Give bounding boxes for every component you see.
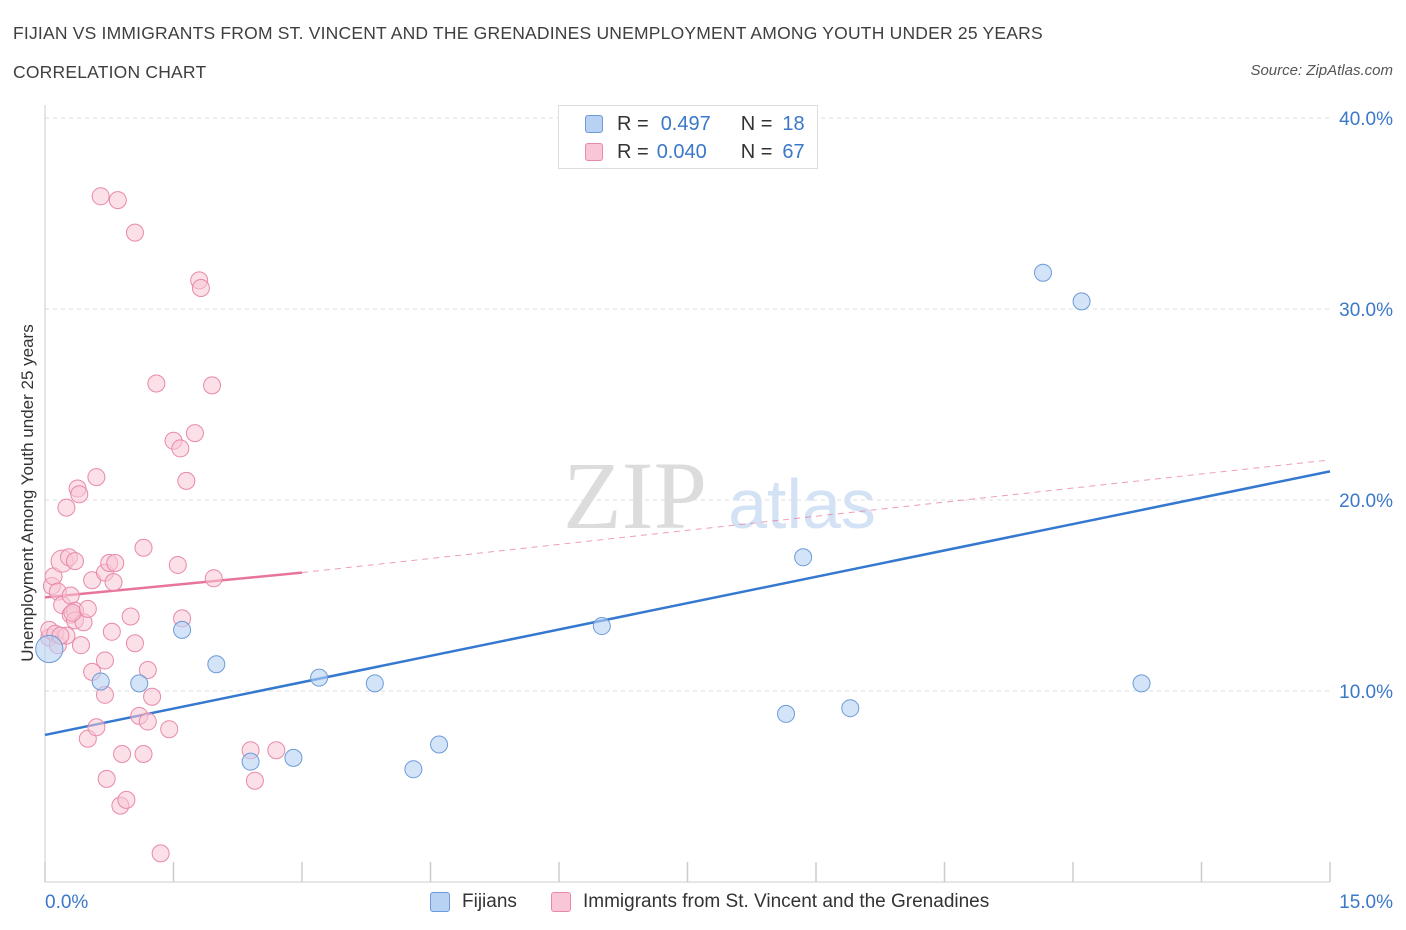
point-immigrants xyxy=(63,603,82,622)
point-immigrants xyxy=(113,745,132,764)
n-label: N = xyxy=(740,140,773,163)
point-fijians xyxy=(310,668,329,687)
tick-labels: 10.0% 20.0% 30.0% 40.0% 0.0% 15.0% xyxy=(45,109,1393,913)
x-tick-label-min: 0.0% xyxy=(45,892,88,913)
point-immigrants xyxy=(138,712,157,731)
point-immigrants xyxy=(147,374,166,393)
legend-label-immigrants: Immigrants from St. Vincent and the Gren… xyxy=(583,891,990,912)
point-fijians xyxy=(1034,263,1053,282)
point-fijians xyxy=(841,699,860,718)
point-fijians xyxy=(130,674,149,693)
point-immigrants xyxy=(134,538,153,557)
point-immigrants xyxy=(168,555,187,574)
point-fijians xyxy=(35,634,64,664)
y-tick-label: 40.0% xyxy=(1339,109,1393,130)
legend-item-fijians: Fijians xyxy=(430,889,517,915)
point-fijians xyxy=(365,674,384,693)
watermark-zip: ZIP xyxy=(563,442,707,549)
r-label: R = xyxy=(617,140,649,163)
point-immigrants xyxy=(104,573,123,592)
point-fijians xyxy=(91,672,110,691)
data-points xyxy=(35,187,1151,863)
point-immigrants xyxy=(151,844,170,863)
legend-swatch-immigrants xyxy=(551,892,571,912)
point-fijians xyxy=(430,735,449,754)
series-legend: Fijians Immigrants from St. Vincent and … xyxy=(0,889,1406,915)
correlation-legend: R = 0.497 N = 18 R = 0.040 N = 67 xyxy=(558,105,818,169)
point-fijians xyxy=(1132,674,1151,693)
point-fijians xyxy=(777,704,796,723)
trend-line-immigrants-extension xyxy=(301,459,1331,574)
point-immigrants xyxy=(267,741,286,760)
point-immigrants xyxy=(177,471,196,490)
point-immigrants xyxy=(138,660,157,679)
point-immigrants xyxy=(204,569,223,588)
point-immigrants xyxy=(87,718,106,737)
point-immigrants xyxy=(91,187,110,206)
y-tick-label: 10.0% xyxy=(1339,682,1393,703)
point-fijians xyxy=(592,617,611,636)
y-axis-label: Unemployment Among Youth under 25 years xyxy=(18,324,37,661)
point-immigrants xyxy=(117,790,136,809)
legend-row-immigrants: R = 0.040 N = 67 xyxy=(585,140,805,164)
point-immigrants xyxy=(71,636,90,655)
r-value-immigrants: 0.040 xyxy=(656,140,707,163)
watermark: ZIP atlas xyxy=(563,442,876,549)
y-tick-label: 20.0% xyxy=(1339,491,1393,512)
point-immigrants xyxy=(185,424,204,443)
r-label: R = xyxy=(617,112,649,135)
grid-lines xyxy=(45,117,1330,692)
source-label: Source: ZipAtlas.com xyxy=(1250,62,1393,79)
point-immigrants xyxy=(171,439,190,458)
point-immigrants xyxy=(70,485,89,504)
trend-lines xyxy=(44,459,1331,737)
point-immigrants xyxy=(245,771,264,790)
point-fijians xyxy=(284,748,303,767)
point-immigrants xyxy=(143,687,162,706)
point-immigrants xyxy=(78,599,97,618)
point-immigrants xyxy=(125,223,144,242)
point-immigrants xyxy=(102,622,121,641)
point-immigrants xyxy=(106,554,125,573)
point-immigrants xyxy=(61,586,80,605)
n-value-fijians: 18 xyxy=(782,112,805,135)
point-fijians xyxy=(241,752,260,771)
point-immigrants xyxy=(95,651,114,670)
point-immigrants xyxy=(65,552,84,571)
point-immigrants xyxy=(87,468,106,487)
point-immigrants xyxy=(97,769,116,788)
watermark-atlas: atlas xyxy=(728,465,876,543)
axes xyxy=(44,105,1331,883)
trend-line-fijians xyxy=(44,470,1331,737)
r-value-fijians: 0.497 xyxy=(660,112,711,135)
legend-swatch-fijians xyxy=(430,892,450,912)
legend-item-immigrants: Immigrants from St. Vincent and the Gren… xyxy=(551,889,989,915)
point-immigrants xyxy=(121,607,140,626)
point-fijians xyxy=(404,760,423,779)
point-immigrants xyxy=(125,634,144,653)
legend-label-fijians: Fijians xyxy=(462,891,517,912)
point-immigrants xyxy=(203,376,222,395)
point-fijians xyxy=(207,655,226,674)
x-tick-label-max: 15.0% xyxy=(1339,892,1393,913)
point-immigrants xyxy=(57,498,76,517)
point-fijians xyxy=(794,548,813,567)
point-immigrants xyxy=(191,278,210,297)
legend-swatch-fijians xyxy=(585,115,603,133)
legend-row-fijians: R = 0.497 N = 18 xyxy=(585,112,805,136)
point-immigrants xyxy=(108,191,127,210)
point-immigrants xyxy=(160,720,179,739)
point-fijians xyxy=(1072,292,1091,311)
trend-line-immigrants xyxy=(44,571,303,599)
y-tick-label: 30.0% xyxy=(1339,300,1393,321)
n-label: N = xyxy=(740,112,773,135)
point-immigrants xyxy=(134,745,153,764)
legend-swatch-immigrants xyxy=(585,143,603,161)
point-fijians xyxy=(173,620,192,639)
n-value-immigrants: 67 xyxy=(782,140,805,163)
chart-title: FIJIAN VS IMMIGRANTS FROM ST. VINCENT AN… xyxy=(13,23,1043,43)
chart-subtitle: CORRELATION CHART xyxy=(13,62,207,82)
